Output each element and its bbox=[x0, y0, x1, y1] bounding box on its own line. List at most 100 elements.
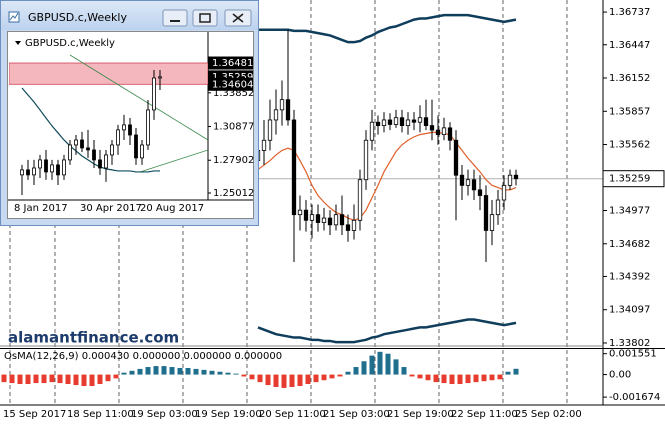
candle-body bbox=[489, 214, 495, 231]
osma-bar bbox=[417, 374, 423, 379]
indicator-line bbox=[257, 131, 517, 221]
osma-bar bbox=[313, 374, 319, 383]
y-tick-label: 1.34392 bbox=[609, 271, 650, 282]
osma-bar bbox=[297, 374, 303, 387]
osma-bar bbox=[121, 372, 127, 375]
osma-bar bbox=[249, 374, 255, 380]
candle-body bbox=[128, 124, 132, 136]
inset-price-box bbox=[208, 77, 253, 91]
symbol-menu-arrow[interactable] bbox=[15, 41, 21, 45]
osma-bar bbox=[65, 374, 71, 384]
candle-body bbox=[429, 125, 435, 131]
candle-body bbox=[423, 117, 429, 126]
osma-bar bbox=[505, 371, 511, 375]
inset-window[interactable]: GBPUSD.c,Weekly 1.25012 1.27902 1.30877 1.3… bbox=[0, 0, 259, 226]
candle-body bbox=[285, 99, 291, 121]
osma-y-tick-label: -0.001674 bbox=[609, 392, 660, 403]
osma-bar bbox=[337, 374, 343, 377]
candle-body bbox=[279, 99, 285, 111]
osma-bar bbox=[265, 374, 271, 386]
candle-body bbox=[477, 189, 483, 196]
candle-body bbox=[104, 154, 108, 169]
candle-body bbox=[26, 169, 30, 176]
osma-bar bbox=[25, 374, 31, 384]
inset-x-tick-label: 8 Jan 2017 bbox=[14, 203, 68, 214]
osma-bar bbox=[257, 374, 263, 383]
x-tick-label: 18 Sep 11:00 bbox=[67, 409, 134, 420]
minimize-button[interactable] bbox=[162, 9, 188, 27]
close-icon bbox=[232, 13, 244, 23]
osma-bar bbox=[449, 374, 455, 384]
inset-symbol-label: GBPUSD.c,Weekly bbox=[25, 38, 115, 49]
y-tick-label: 1.36737 bbox=[609, 7, 650, 18]
osma-bar bbox=[401, 367, 407, 375]
osma-bar bbox=[225, 372, 231, 375]
osma-bar bbox=[513, 368, 519, 375]
bid-label-box bbox=[602, 170, 665, 188]
candle-body bbox=[513, 174, 519, 180]
osma-bar bbox=[57, 374, 63, 384]
osma-bar bbox=[321, 374, 327, 381]
x-tick-label: 20 Sep 11:00 bbox=[259, 409, 326, 420]
osma-panel: OsMA(12,26,9) 0.000430 0.000000 0.000000… bbox=[1, 351, 519, 388]
osma-bar bbox=[9, 374, 15, 384]
candle-body bbox=[417, 117, 423, 123]
indicator-line bbox=[257, 318, 517, 344]
window-icon bbox=[9, 12, 19, 21]
inset-y-tick-label: 1.25012 bbox=[213, 188, 254, 199]
osma-bar bbox=[41, 374, 47, 384]
inset-y-tick-label: 1.27902 bbox=[213, 155, 254, 166]
candle-body bbox=[435, 129, 441, 136]
inset-price-label: 1.34604 bbox=[212, 79, 253, 90]
osma-bar bbox=[185, 367, 191, 375]
osma-bar bbox=[241, 374, 247, 377]
candle-body bbox=[98, 159, 102, 169]
candle-body bbox=[50, 164, 54, 173]
y-tick-label: 1.35562 bbox=[609, 140, 650, 151]
restore-icon bbox=[199, 13, 211, 23]
inset-y-tick-label: 1.30877 bbox=[213, 122, 254, 133]
inset-labels: 1.25012 1.27902 1.30877 1.33852 1.36481 1.352… bbox=[14, 56, 254, 214]
candle-body bbox=[465, 179, 471, 186]
osma-title: OsMA(12,26,9) 0.000430 0.000000 0.000000… bbox=[4, 351, 282, 362]
candle-body bbox=[351, 219, 357, 231]
candle-body bbox=[309, 214, 315, 221]
x-tick-label: 19 Sep 03:00 bbox=[131, 409, 198, 420]
candle-body bbox=[303, 209, 309, 221]
candle-body bbox=[74, 139, 78, 146]
inset-plot bbox=[9, 54, 208, 195]
candle-body bbox=[357, 179, 363, 221]
y-tick-label: 1.33802 bbox=[609, 338, 650, 349]
candle-body bbox=[495, 199, 501, 216]
candle-body bbox=[393, 117, 399, 125]
candle-body bbox=[339, 214, 345, 226]
osma-bar bbox=[345, 371, 351, 375]
osma-y-tick-label: 0.00 bbox=[609, 370, 631, 381]
osma-bar bbox=[425, 374, 431, 381]
osma-bar bbox=[137, 368, 143, 375]
candle-body bbox=[327, 217, 333, 226]
osma-bar bbox=[49, 374, 55, 383]
y-tick-label: 1.36152 bbox=[609, 73, 650, 84]
candle-body bbox=[501, 184, 507, 201]
candle-body bbox=[158, 76, 162, 79]
candle-body bbox=[20, 169, 24, 176]
osma-bar bbox=[281, 374, 287, 388]
candle-body bbox=[68, 144, 72, 161]
restore-button[interactable] bbox=[192, 9, 218, 27]
x-tick-label: 25 Sep 02:00 bbox=[515, 409, 582, 420]
trend-line bbox=[69, 54, 208, 141]
candle-body bbox=[399, 117, 405, 126]
osma-bar bbox=[369, 355, 375, 375]
y-tick-label: 1.34977 bbox=[609, 205, 650, 216]
candle-body bbox=[411, 119, 417, 123]
osma-bar bbox=[17, 374, 23, 384]
osma-y-tick-label: 0.001551 bbox=[609, 349, 657, 360]
osma-bar bbox=[177, 367, 183, 375]
y-tick-label: 1.36447 bbox=[609, 40, 650, 51]
candle-body bbox=[387, 119, 393, 125]
indicator-line bbox=[258, 13, 517, 44]
osma-bar bbox=[497, 374, 503, 380]
candle-body bbox=[62, 159, 66, 176]
candle-body bbox=[38, 159, 42, 169]
